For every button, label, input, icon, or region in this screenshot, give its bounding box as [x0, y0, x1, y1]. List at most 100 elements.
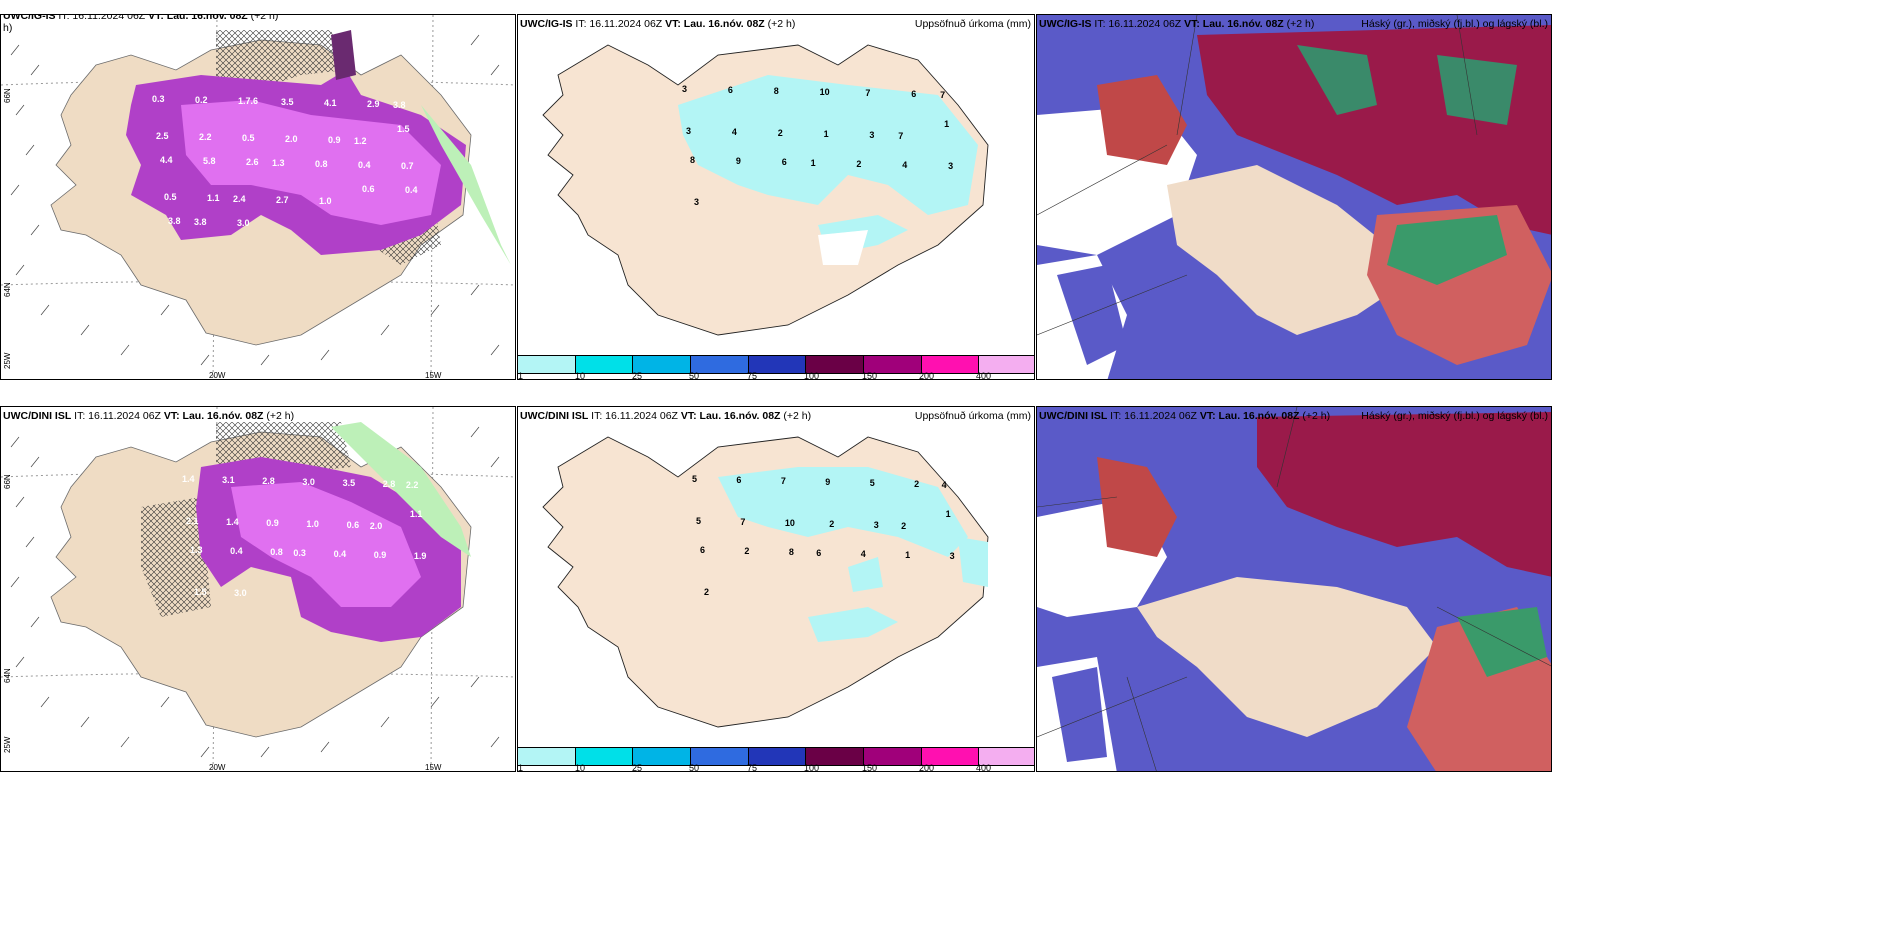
wind-map-title-row2: UWC/DINI ISL IT: 16.11.2024 06Z VT: Lau.… [3, 410, 295, 422]
precip-value-label: 7 [898, 131, 904, 141]
precip-value-label: 5 [692, 474, 698, 484]
wind-value-label: 0.4 [405, 185, 418, 195]
wind-value-label: 0.3 [152, 94, 165, 104]
wind-value-label: 1.4 [182, 474, 195, 484]
wind-value-label: 0.3 [293, 548, 306, 558]
lat-label-bottom: 64N [3, 282, 12, 297]
colorbar-label: 200 [919, 763, 935, 772]
wind-map-row2 [1, 407, 515, 771]
cloud-title-row2: UWC/DINI ISL IT: 16.11.2024 06Z VT: Lau.… [1039, 410, 1331, 422]
precip-value-label: 10 [819, 87, 830, 97]
precip-value-label: 1 [905, 550, 911, 560]
colorbar-seg [979, 748, 1034, 765]
precip-colorbar-row2 [518, 747, 1034, 766]
wind-value-label: 1.2 [354, 136, 367, 146]
wind-value-label: 2.1 [186, 516, 199, 526]
colorbar-label: 200 [919, 371, 935, 380]
wind-value-label: 0.8 [270, 547, 283, 557]
colorbar-label: 10 [575, 371, 586, 380]
precip-colorbar-row1 [518, 355, 1034, 374]
colorbar-seg [518, 356, 576, 373]
colorbar-seg [806, 748, 865, 765]
colorbar-seg [691, 748, 749, 765]
wind-value-label: 3.8 [393, 100, 406, 110]
cloud-map-row2 [1037, 407, 1551, 771]
wind-value-label: 3.0 [237, 218, 250, 228]
wind-value-label: 4.1 [324, 98, 337, 108]
wind-map-row1 [1, 15, 515, 379]
wind-value-label: 0.7 [401, 161, 414, 171]
cloud-map-panel-row2: UWC/DINI ISL IT: 16.11.2024 06Z VT: Lau.… [1036, 406, 1552, 772]
colorbar-seg [633, 356, 692, 373]
cloud-legend-title-row2: Háský (gr.), miðský (fj.bl.) og lágský (… [1361, 410, 1548, 422]
precip-map-row1 [542, 44, 989, 336]
wind-value-label: 2.8 [382, 479, 396, 489]
wind-map-panel-row2: UWC/DINI ISL IT: 16.11.2024 06Z VT: Lau.… [0, 406, 516, 772]
cloud-title-row1: UWC/IG-IS IT: 16.11.2024 06Z VT: Lau. 16… [1039, 18, 1315, 30]
colorbar-label: 50 [689, 763, 700, 772]
colorbar-seg [806, 356, 865, 373]
wind-value-label: 5.8 [203, 156, 216, 166]
precip-value-label: 3 [869, 130, 875, 140]
colorbar-label: 50 [689, 371, 700, 380]
colorbar-seg [575, 356, 634, 373]
precip-value-label: 6 [816, 548, 822, 558]
precip-value-label: 1 [945, 509, 951, 519]
colorbar-seg [921, 748, 980, 765]
wind-value-label: 0.9 [266, 518, 279, 528]
precip-value-label: 3 [682, 84, 688, 94]
precip-legend-title-row1: Uppsöfnuð úrkoma (mm) [914, 18, 1031, 30]
colorbar-seg [979, 356, 1034, 373]
wind-value-label: 1.0 [306, 519, 319, 529]
precip-value-label: 1 [823, 129, 829, 139]
precip-value-label: 8 [788, 547, 794, 557]
wind-value-label: 1.3 [272, 158, 285, 168]
colorbar-label: 400 [976, 763, 992, 772]
precip-value-label: 9 [825, 477, 831, 487]
precip-title-row2: UWC/DINI ISL IT: 16.11.2024 06Z VT: Lau.… [520, 410, 812, 422]
colorbar-labels-row2: 1 10 25 50 75 100 150 200 400 [518, 763, 1034, 772]
precip-value-label: 3 [948, 161, 954, 171]
precip-value-label: 7 [865, 88, 871, 98]
precip-value-label: 7 [740, 517, 746, 527]
precip-value-label: 10 [784, 518, 795, 528]
precip-value-label: 6 [911, 89, 917, 99]
cloud-map-panel-row1: UWC/IG-IS IT: 16.11.2024 06Z VT: Lau. 16… [1036, 14, 1552, 380]
wind-map-title-wrap-row1: h) [3, 22, 13, 34]
wind-value-label: 0.2 [195, 95, 208, 105]
wind-value-label: 0.4 [358, 160, 371, 170]
colorbar-seg [864, 748, 922, 765]
colorbar-seg [864, 356, 922, 373]
wind-value-label: 2.0 [285, 134, 298, 144]
cloud-legend-title-row1: Háský (gr.), miðský (fj.bl.) og lágský (… [1361, 18, 1548, 30]
wind-value-label: 2.6 [246, 157, 259, 167]
precip-value-label: 6 [781, 157, 787, 167]
colorbar-seg [748, 748, 807, 765]
precip-map-row2 [542, 436, 989, 728]
precip-value-label: 5 [869, 478, 875, 488]
colorbar-seg [921, 356, 980, 373]
colorbar-seg [518, 748, 576, 765]
precip-map-panel-row1: UWC/IG-IS IT: 16.11.2024 06Z VT: Lau. 16… [517, 14, 1035, 380]
precip-value-label: 2 [829, 519, 835, 529]
lon-label-20w: 20W [209, 371, 226, 380]
wind-value-label: 3.8 [168, 216, 181, 226]
wind-value-label: 2.5 [156, 131, 169, 141]
wind-value-label: 2.9 [367, 99, 380, 109]
precip-value-label: 1 [944, 119, 950, 129]
colorbar-label: 400 [976, 371, 992, 380]
lon-label-15w: 15W [425, 763, 442, 772]
precip-value-label: 3 [694, 197, 700, 207]
wind-value-label: 1.5 [397, 124, 410, 134]
wind-value-label: 4.4 [160, 155, 173, 165]
lat-label-top: 66N [3, 474, 12, 489]
colorbar-label: 100 [804, 371, 820, 380]
cloud-map-row1 [1037, 15, 1551, 379]
precip-value-label: 2 [901, 521, 907, 531]
wind-value-label: 2.4 [233, 194, 246, 204]
precip-value-label: 2 [856, 159, 862, 169]
colorbar-label: 100 [804, 763, 820, 772]
precip-value-label: 8 [773, 86, 779, 96]
colorbar-label: 75 [747, 371, 758, 380]
precip-value-label: 3 [873, 520, 879, 530]
